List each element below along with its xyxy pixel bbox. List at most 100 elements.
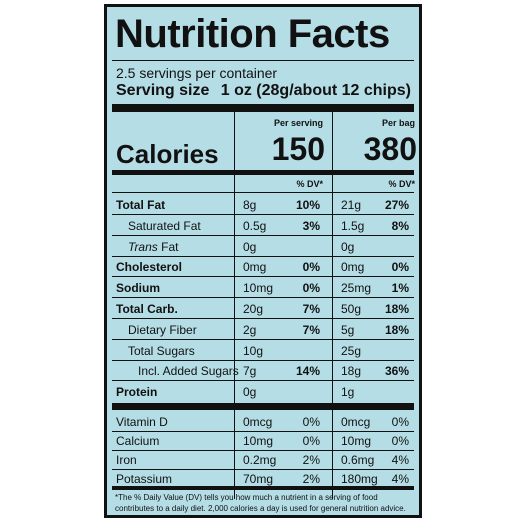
amount-per-serving: 70mg — [243, 472, 274, 486]
nutrient-name: Trans Fat — [128, 239, 179, 254]
amount-per-serving: 10mg — [243, 281, 274, 296]
calories-per-bag: 380 — [363, 131, 417, 167]
amount-per-bag: 50g — [341, 302, 362, 316]
nutrient-name: Potassium — [116, 472, 173, 486]
amount-per-bag: 0mcg — [341, 415, 371, 429]
divider — [112, 60, 414, 61]
nutrient-name: Iron — [116, 453, 137, 467]
nutrient-row: Sodium 10mg 0% 25mg 1% — [112, 277, 414, 299]
nutrient-name: Cholesterol — [116, 260, 183, 275]
amount-per-serving: 2g — [243, 322, 257, 337]
nutrient-name: Incl. Added Sugars — [138, 364, 239, 379]
amount-per-bag: 21g — [341, 198, 362, 212]
dv-per-serving: 10% — [295, 198, 320, 212]
dv-per-bag: 27% — [384, 198, 409, 212]
row-divider — [112, 469, 414, 470]
label-title: Nutrition Facts — [115, 12, 390, 56]
amount-per-bag: 0g — [341, 239, 355, 254]
per-bag-header: Per bag — [381, 118, 415, 128]
amount-per-serving: 0mcg — [243, 415, 273, 429]
amount-per-bag: 1.5g — [341, 218, 365, 233]
footnote-divider — [112, 486, 414, 490]
dv-per-bag: 4% — [391, 453, 409, 467]
row-divider — [112, 234, 414, 236]
amount-per-bag: 0.6mg — [341, 453, 375, 467]
daily-value-footnote: *The % Daily Value (DV) tells you how mu… — [115, 493, 406, 513]
thick-divider — [112, 104, 414, 112]
nutrient-row: Total Fat 8g 10% 21g 27% — [112, 194, 414, 215]
nutrient-row: Trans Fat 0g 0g — [112, 236, 414, 257]
divider — [112, 192, 414, 193]
column-divider-bag — [332, 112, 333, 499]
thick-divider — [112, 403, 414, 410]
nutrient-name: Protein — [116, 385, 158, 400]
dv-per-serving: 3% — [302, 218, 320, 233]
nutrient-name: Vitamin D — [116, 415, 168, 429]
nutrient-name: Dietary Fiber — [128, 322, 197, 337]
dv-per-serving: 7% — [302, 322, 320, 337]
nutrient-row: Saturated Fat 0.5g 3% 1.5g 8% — [112, 215, 414, 236]
dv-header-serving: % DV* — [296, 179, 323, 189]
row-divider — [112, 214, 414, 215]
per-serving-header: Per serving — [273, 118, 323, 128]
dv-per-serving: 0% — [302, 260, 320, 275]
dv-per-serving: 2% — [302, 472, 320, 486]
amount-per-serving: 20g — [243, 302, 264, 316]
dv-per-bag: 36% — [384, 364, 409, 379]
dv-per-serving: 0% — [302, 281, 320, 296]
amount-per-bag: 25g — [341, 343, 362, 358]
column-divider-serving — [234, 112, 235, 499]
amount-per-serving: 10mg — [243, 434, 274, 448]
vitamin-row: Iron 0.2mg 2% 0.6mg 4% — [112, 449, 414, 470]
dv-per-bag: 0% — [391, 434, 409, 448]
dv-per-serving: 2% — [302, 453, 320, 467]
amount-per-serving: 7g — [243, 364, 257, 379]
dv-per-bag: 8% — [391, 218, 409, 233]
calories-label: Calories — [116, 139, 219, 169]
calories-per-serving: 150 — [271, 131, 325, 167]
serving-size-label: Serving size — [116, 82, 210, 99]
nutrition-facts-label: Nutrition Facts 2.5 servings per contain… — [104, 4, 422, 518]
amount-per-bag: 180mg — [341, 472, 378, 486]
row-divider — [112, 276, 414, 278]
amount-per-serving: 0g — [243, 385, 257, 400]
medium-divider — [112, 170, 414, 175]
vitamin-row: Potassium 70mg 2% 180mg 4% — [112, 468, 414, 489]
dv-per-bag: 18% — [384, 302, 409, 316]
row-divider — [112, 359, 414, 361]
dv-per-serving: 0% — [302, 415, 320, 429]
amount-per-serving: 0.2mg — [243, 453, 277, 467]
dv-header-bag: % DV* — [388, 179, 415, 189]
nutrient-name: Saturated Fat — [128, 218, 201, 233]
dv-per-bag: 0% — [391, 260, 409, 275]
dv-per-bag: 4% — [391, 472, 409, 486]
row-divider — [112, 318, 414, 319]
vitamin-row: Calcium 10mg 0% 10mg 0% — [112, 430, 414, 451]
amount-per-bag: 25mg — [341, 281, 372, 296]
nutrient-row: Incl. Added Sugars 7g 14% 18g 36% — [112, 360, 414, 382]
row-divider — [112, 255, 414, 257]
row-divider — [112, 431, 414, 432]
dv-per-bag: 1% — [391, 281, 409, 296]
nutrient-name: Total Sugars — [128, 343, 195, 358]
dv-per-serving: 0% — [302, 434, 320, 448]
vitamin-row: Vitamin D 0mcg 0% 0mcg 0% — [112, 411, 414, 432]
nutrient-row: Total Sugars 10g 25g — [112, 340, 414, 361]
amount-per-serving: 0mg — [243, 260, 267, 275]
dv-per-serving: 14% — [295, 364, 320, 379]
serving-size-value: 1 oz (28g/about 12 chips) — [220, 82, 411, 99]
amount-per-serving: 0.5g — [243, 218, 267, 233]
row-divider — [112, 338, 414, 340]
nutrient-row: Dietary Fiber 2g 7% 5g 18% — [112, 319, 414, 340]
amount-per-bag: 18g — [341, 364, 362, 379]
amount-per-bag: 10mg — [341, 434, 372, 448]
row-divider — [112, 380, 414, 382]
dv-per-bag: 18% — [384, 322, 409, 337]
nutrient-row: Total Carb. 20g 7% 50g 18% — [112, 298, 414, 319]
amount-per-bag: 0mg — [341, 260, 365, 275]
nutrient-name: Sodium — [116, 281, 160, 296]
servings-per-container: 2.5 servings per container — [116, 65, 278, 81]
nutrient-name: Total Carb. — [116, 302, 178, 316]
dv-per-bag: 0% — [391, 415, 409, 429]
nutrient-row: Cholesterol 0mg 0% 0mg 0% — [112, 256, 414, 278]
